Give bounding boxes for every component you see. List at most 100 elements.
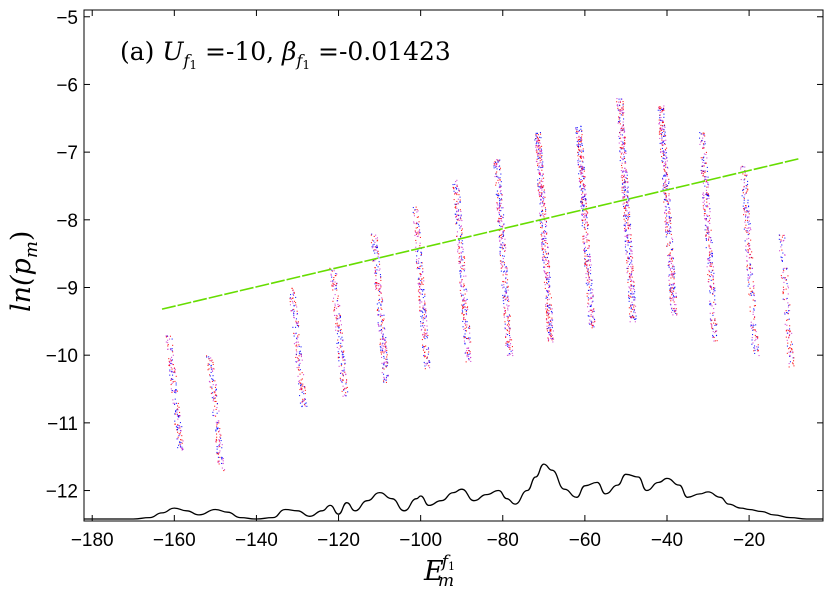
- scatter-point: [740, 179, 742, 181]
- scatter-point: [707, 193, 709, 195]
- scatter-point: [628, 298, 630, 300]
- scatter-point: [498, 187, 500, 189]
- scatter-point: [629, 275, 631, 277]
- scatter-point: [702, 192, 704, 194]
- scatter-point: [465, 300, 467, 302]
- scatter-point: [540, 226, 542, 228]
- scatter-point: [624, 157, 626, 159]
- scatter-point: [589, 253, 591, 255]
- scatter-point: [671, 258, 673, 260]
- scatter-point: [377, 322, 379, 324]
- scatter-point: [466, 350, 468, 352]
- scatter-point: [629, 287, 631, 289]
- scatter-point: [298, 351, 300, 353]
- scatter-point: [665, 149, 667, 151]
- scatter-point: [506, 268, 508, 270]
- scatter-point: [786, 329, 788, 331]
- scatter-point: [422, 349, 424, 351]
- scatter-point: [424, 356, 426, 358]
- scatter-point: [585, 205, 587, 207]
- scatter-point: [493, 164, 495, 166]
- scatter-point: [377, 250, 379, 252]
- scatter-point: [503, 313, 505, 315]
- scatter-point: [714, 303, 716, 305]
- scatter-point: [624, 223, 626, 225]
- scatter-point: [382, 338, 384, 340]
- scatter-point: [585, 222, 587, 224]
- scatter-point: [704, 229, 706, 231]
- scatter-point: [545, 221, 547, 223]
- scatter-point: [664, 205, 666, 207]
- scatter-point: [705, 180, 707, 182]
- scatter-point: [751, 267, 753, 269]
- scatter-point: [304, 398, 306, 400]
- scatter-point: [702, 161, 704, 163]
- scatter-point: [424, 318, 426, 320]
- scatter-point: [542, 201, 544, 203]
- scatter-point: [621, 134, 623, 136]
- scatter-point: [422, 322, 424, 324]
- scatter-point: [457, 210, 459, 212]
- scatter-band-5: [412, 206, 431, 370]
- scatter-point: [712, 278, 714, 280]
- scatter-point: [536, 151, 538, 153]
- scatter-point: [291, 297, 293, 299]
- scatter-point: [335, 287, 337, 289]
- scatter-point: [705, 176, 707, 178]
- scatter-point: [538, 157, 540, 159]
- scatter-point: [709, 292, 711, 294]
- scatter-point: [541, 224, 543, 226]
- scatter-point: [539, 157, 541, 159]
- scatter-point: [586, 264, 588, 266]
- scatter-point: [711, 256, 713, 258]
- scatter-point: [545, 304, 547, 306]
- scatter-point: [297, 326, 299, 328]
- scatter-point: [503, 223, 505, 225]
- scatter-point: [675, 292, 677, 294]
- scatter-point: [582, 183, 584, 185]
- scatter-point: [297, 368, 299, 370]
- scatter-point: [703, 156, 705, 158]
- scatter-point: [300, 383, 302, 385]
- scatter-point: [660, 124, 662, 126]
- scatter-point: [336, 324, 338, 326]
- scatter-point: [172, 364, 174, 366]
- scatter-point: [547, 313, 549, 315]
- scatter-point: [507, 316, 509, 318]
- scatter-point: [665, 164, 667, 166]
- scatter-point: [582, 241, 584, 243]
- scatter-point: [590, 269, 592, 271]
- scatter-point: [631, 301, 633, 303]
- scatter-point: [746, 269, 748, 271]
- scatter-point: [659, 106, 661, 108]
- scatter-point: [453, 190, 455, 192]
- scatter-point: [580, 181, 582, 183]
- scatter-point: [588, 240, 590, 242]
- scatter-point: [750, 264, 752, 266]
- scatter-point: [464, 336, 466, 338]
- scatter-point: [378, 261, 380, 263]
- scatter-point: [590, 288, 592, 290]
- scatter-point: [747, 234, 749, 236]
- scatter-point: [576, 137, 578, 139]
- scatter-band-10: [616, 98, 637, 323]
- scatter-point: [379, 268, 381, 270]
- scatter-point: [622, 129, 624, 131]
- scatter-point: [296, 324, 298, 326]
- scatter-point: [506, 267, 508, 269]
- scatter-point: [589, 278, 591, 280]
- scatter-point: [662, 185, 664, 187]
- scatter-point: [546, 225, 548, 227]
- scatter-point: [454, 206, 456, 208]
- scatter-point: [622, 137, 624, 139]
- scatter-point: [630, 262, 632, 264]
- x-axis-label-sup: f: [440, 552, 451, 572]
- scatter-point: [418, 233, 420, 235]
- scatter-point: [536, 145, 538, 147]
- scatter-point: [634, 321, 636, 323]
- scatter-point: [179, 441, 181, 443]
- scatter-point: [536, 158, 538, 160]
- scatter-point: [466, 321, 468, 323]
- scatter-point: [540, 198, 542, 200]
- scatter-point: [295, 322, 297, 324]
